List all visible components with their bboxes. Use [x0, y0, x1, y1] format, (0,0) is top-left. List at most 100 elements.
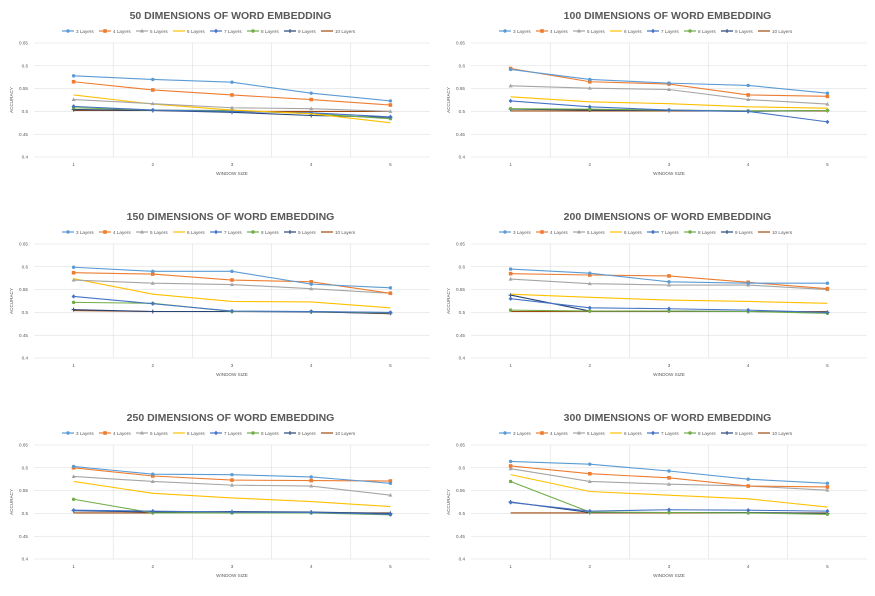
series-3	[508, 83, 830, 106]
data-point	[71, 104, 76, 109]
legend-label: 10 Layers	[772, 230, 793, 235]
legend-item: 4 Layers	[536, 29, 568, 34]
x-tick-label: 3	[231, 564, 234, 569]
legend: 3 Layers 4 Layers 5 Layers 6 Layers 7 Layers…	[499, 430, 793, 436]
data-point	[71, 307, 76, 312]
x-tick-label: 4	[310, 363, 313, 368]
data-point	[309, 286, 314, 291]
data-point	[309, 510, 314, 515]
legend-label: 4 Layers	[113, 29, 131, 34]
y-axis-label: ACCURACY	[9, 288, 14, 314]
series-1	[71, 464, 393, 486]
data-point	[508, 267, 513, 271]
data-point	[667, 282, 671, 287]
data-point	[71, 79, 76, 84]
y-tick-label: 0.6	[22, 63, 29, 68]
legend-item: 9 Layers	[284, 29, 316, 34]
legend-marker	[103, 29, 107, 33]
series-1	[71, 74, 393, 103]
legend-item: 10 Layers	[321, 230, 356, 235]
series-2	[71, 79, 393, 107]
data-point	[587, 508, 592, 514]
data-point	[150, 281, 155, 285]
x-axis-label: WINDOW SIZE	[216, 171, 248, 176]
y-tick-label: 0.6	[22, 465, 29, 470]
series-line	[73, 480, 391, 508]
data-point	[508, 466, 513, 471]
series-3	[71, 97, 393, 113]
legend-item: 6 Layers	[173, 230, 205, 235]
data-point	[230, 105, 234, 110]
data-point	[588, 77, 592, 82]
legend-label: 7 Layers	[224, 431, 242, 436]
y-tick-label: 0.45	[19, 534, 28, 539]
data-point	[746, 109, 751, 114]
data-point	[230, 109, 234, 114]
legend-label: 5 Layers	[150, 431, 168, 436]
data-point	[309, 110, 314, 115]
data-point	[71, 265, 76, 269]
x-tick-label: 2	[152, 564, 155, 569]
legend-marker	[688, 230, 692, 234]
x-tick-label: 1	[72, 162, 75, 167]
legend-label: 10 Layers	[335, 230, 356, 235]
legend-item: 4 Layers	[536, 230, 568, 235]
y-tick-label: 0.55	[19, 287, 28, 292]
chart-title: 50 DIMENSIONS OF WORD EMBEDDING	[130, 10, 332, 22]
series-3	[71, 474, 393, 497]
data-point	[151, 472, 155, 476]
y-tick-label: 0.5	[459, 511, 466, 516]
legend: 3 Layers 4 Layers 5 Layers 6 Layers 7 Layers…	[499, 28, 793, 34]
data-point	[667, 280, 671, 284]
legend-marker	[540, 431, 544, 435]
data-point	[825, 487, 830, 492]
y-tick-label: 0.65	[456, 242, 465, 247]
legend-item: 7 Layers	[210, 430, 242, 436]
legend-label: 9 Layers	[298, 230, 316, 235]
data-point	[388, 310, 393, 315]
data-point	[71, 74, 76, 78]
x-tick-label: 2	[589, 363, 592, 368]
data-point	[388, 291, 393, 296]
legend-label: 5 Layers	[150, 29, 168, 34]
legend-label: 4 Layers	[550, 29, 568, 34]
data-point	[388, 103, 393, 107]
data-point	[587, 281, 592, 286]
legend-item: 10 Layers	[758, 230, 793, 235]
y-tick-label: 0.45	[456, 333, 465, 338]
data-point	[825, 512, 830, 517]
data-point	[825, 94, 830, 99]
x-axis-label: WINDOW SIZE	[216, 573, 248, 578]
x-tick-label: 1	[509, 564, 512, 569]
data-point	[508, 67, 513, 72]
legend-label: 5 Layers	[587, 29, 605, 34]
data-point	[71, 277, 76, 282]
series-5	[71, 104, 393, 120]
legend-label: 4 Layers	[550, 230, 568, 235]
y-axis-label: ACCURACY	[446, 489, 451, 515]
y-axis-label: ACCURACY	[446, 87, 451, 113]
legend-item: 5 Layers	[573, 28, 605, 34]
chart-panel-4: 200 DIMENSIONS OF WORD EMBEDDING 3 Layers…	[437, 201, 874, 395]
x-axis-label: WINDOW SIZE	[653, 171, 685, 176]
legend-label: 10 Layers	[335, 29, 356, 34]
data-point	[667, 306, 671, 311]
data-point	[388, 109, 393, 113]
x-axis-label: WINDOW SIZE	[653, 372, 685, 377]
series-1	[508, 459, 830, 486]
y-tick-label: 0.55	[456, 86, 465, 91]
data-point	[71, 497, 76, 501]
chart-title: 150 DIMENSIONS OF WORD EMBEDDING	[127, 211, 335, 223]
data-point	[588, 271, 592, 275]
data-point	[508, 83, 513, 88]
data-point	[588, 462, 592, 466]
x-tick-label: 5	[389, 162, 392, 167]
legend-label: 8 Layers	[261, 431, 279, 436]
data-point	[309, 478, 313, 483]
x-tick-label: 2	[152, 363, 155, 368]
legend-item: 3 Layers	[62, 431, 94, 436]
data-point	[230, 282, 234, 287]
y-tick-label: 0.4	[459, 356, 466, 361]
legend-item: 8 Layers	[684, 230, 716, 235]
legend-item: 3 Layers	[62, 29, 94, 34]
